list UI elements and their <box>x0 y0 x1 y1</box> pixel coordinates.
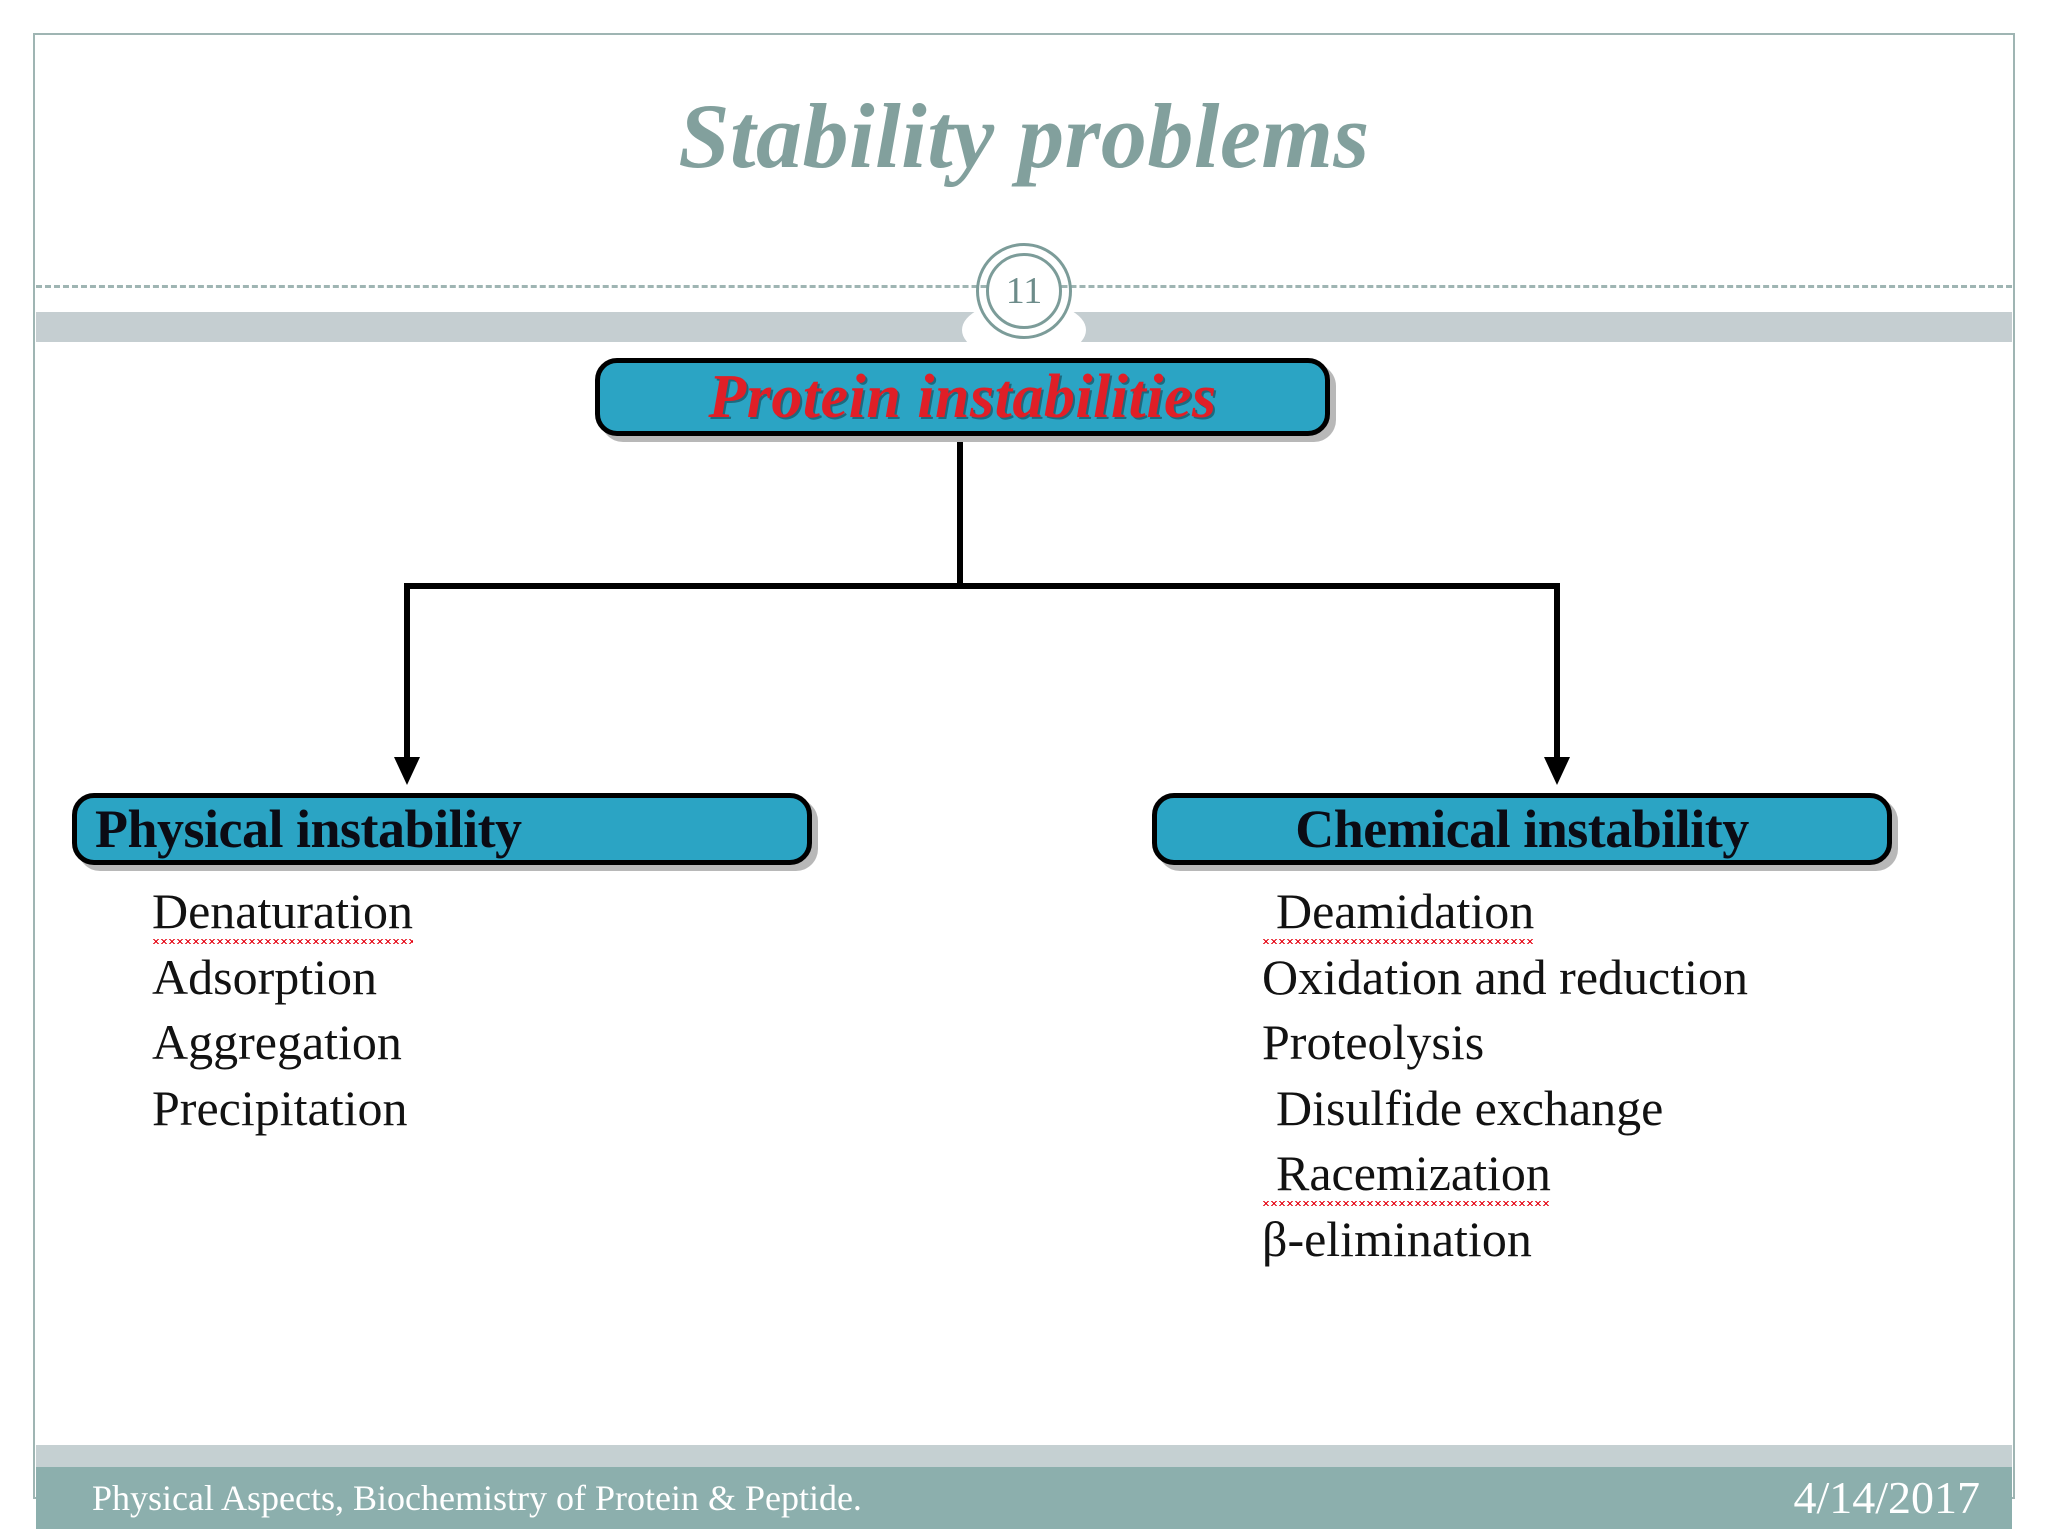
node-physical-instability-label: Physical instability <box>95 799 522 859</box>
footer-light-strip <box>36 1445 2012 1467</box>
footer-source-text: Physical Aspects, Biochemistry of Protei… <box>92 1478 862 1518</box>
page-number-badge: 11 <box>986 253 1062 329</box>
connector-down-left <box>404 583 410 763</box>
connector-stem <box>957 442 963 587</box>
list-item: Denaturation <box>152 880 414 946</box>
list-item: Adsorption <box>152 948 377 1005</box>
chemical-instability-list: Deamidation Oxidation and reduction Proteo… <box>1262 880 1748 1273</box>
page-title: Stability problems <box>678 85 1370 187</box>
physical-instability-list: Denaturation Adsorption Aggregation Precipi… <box>152 880 414 1142</box>
list-item: β-elimination <box>1262 1210 1532 1267</box>
node-protein-instabilities-label: Protein instabilities <box>708 362 1217 431</box>
connector-down-right <box>1554 583 1560 763</box>
list-item: Aggregation <box>152 1014 402 1070</box>
list-item: Disulfide exchange <box>1276 1079 1664 1136</box>
footer-date: 4/14/2017 <box>1793 1472 1980 1523</box>
list-item: Racemization <box>1262 1142 1551 1208</box>
list-item: Oxidation and reduction <box>1262 948 1748 1005</box>
arrowhead-right-icon <box>1544 757 1570 785</box>
list-item: Precipitation <box>152 1079 408 1136</box>
footer-band <box>36 1467 2012 1529</box>
list-item: Deamidation <box>1262 880 1535 946</box>
page-number-ring-outer <box>976 243 1072 339</box>
node-protein-instabilities[interactable]: Protein instabilities <box>595 358 1330 436</box>
node-chemical-instability[interactable]: Chemical instability <box>1152 793 1892 865</box>
arrowhead-left-icon <box>394 757 420 785</box>
node-physical-instability[interactable]: Physical instability <box>72 793 812 865</box>
connector-horizontal-bar <box>404 583 1560 589</box>
list-item: Proteolysis <box>1262 1014 1485 1070</box>
node-chemical-instability-label: Chemical instability <box>1295 799 1749 859</box>
